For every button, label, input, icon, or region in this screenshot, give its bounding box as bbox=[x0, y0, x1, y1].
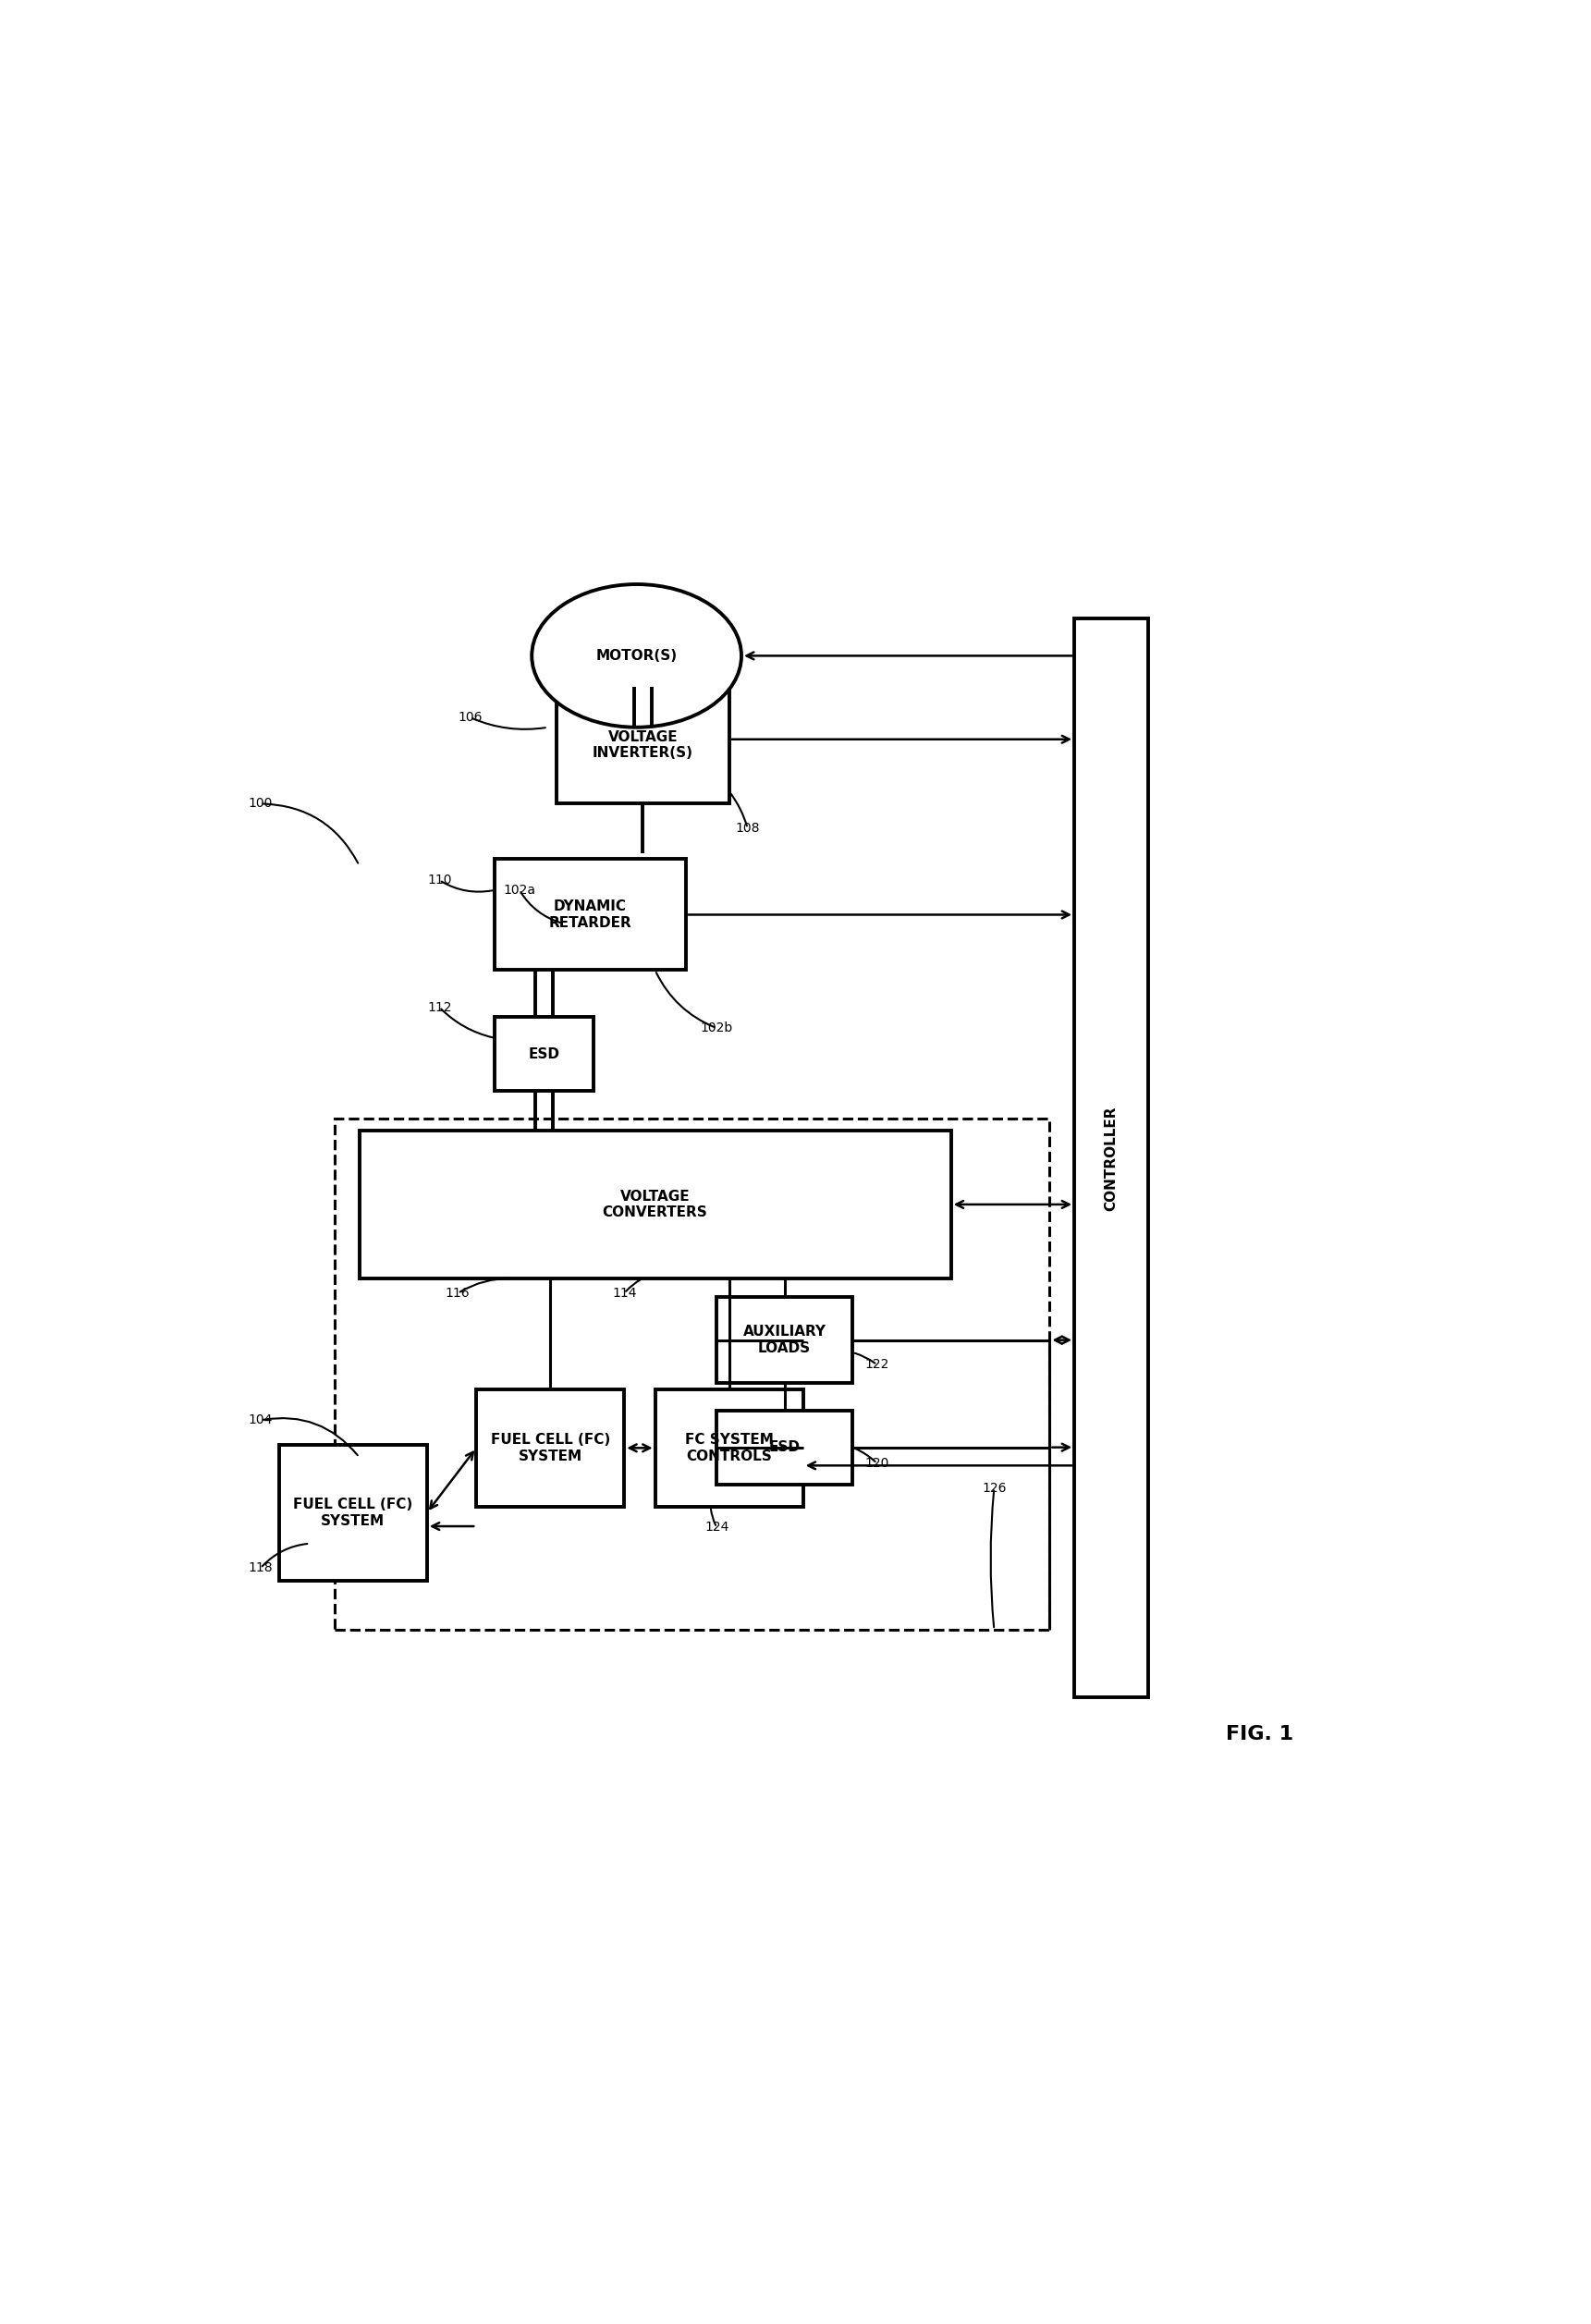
Text: 118: 118 bbox=[248, 1562, 272, 1576]
Text: DYNAMIC
RETARDER: DYNAMIC RETARDER bbox=[549, 899, 632, 930]
Bar bbox=[495, 860, 686, 969]
Text: 124: 124 bbox=[705, 1520, 729, 1534]
Text: FUEL CELL (FC)
SYSTEM: FUEL CELL (FC) SYSTEM bbox=[293, 1497, 412, 1527]
Bar bbox=[476, 1390, 624, 1506]
Text: CONTROLLER: CONTROLLER bbox=[1104, 1106, 1118, 1211]
Text: FUEL CELL (FC)
SYSTEM: FUEL CELL (FC) SYSTEM bbox=[490, 1434, 609, 1462]
Bar bbox=[334, 1118, 1050, 1629]
Text: VOLTAGE
INVERTER(S): VOLTAGE INVERTER(S) bbox=[592, 730, 694, 760]
Bar bbox=[716, 1297, 853, 1383]
Text: ESD: ESD bbox=[528, 1048, 560, 1062]
Bar bbox=[1074, 618, 1149, 1697]
Text: 102b: 102b bbox=[700, 1023, 733, 1034]
Ellipse shape bbox=[531, 583, 741, 727]
Bar bbox=[557, 686, 729, 804]
Text: 120: 120 bbox=[866, 1457, 889, 1469]
Bar bbox=[655, 1390, 803, 1506]
Text: FC SYSTEM
CONTROLS: FC SYSTEM CONTROLS bbox=[684, 1434, 773, 1462]
Bar bbox=[495, 1018, 593, 1090]
Bar bbox=[360, 1129, 951, 1278]
Text: 116: 116 bbox=[445, 1287, 469, 1299]
Text: VOLTAGE
CONVERTERS: VOLTAGE CONVERTERS bbox=[603, 1190, 708, 1220]
Text: 112: 112 bbox=[426, 1002, 452, 1013]
Text: 122: 122 bbox=[866, 1357, 889, 1371]
Bar bbox=[716, 1411, 853, 1485]
Bar bbox=[278, 1446, 426, 1580]
Text: AUXILIARY
LOADS: AUXILIARY LOADS bbox=[743, 1325, 826, 1355]
Text: MOTOR(S): MOTOR(S) bbox=[597, 648, 678, 662]
Text: ESD: ESD bbox=[768, 1441, 800, 1455]
Text: 126: 126 bbox=[982, 1483, 1007, 1494]
Text: 108: 108 bbox=[735, 823, 760, 834]
Text: 110: 110 bbox=[426, 874, 452, 888]
Text: 100: 100 bbox=[248, 797, 272, 811]
Text: 106: 106 bbox=[458, 711, 482, 723]
Text: 104: 104 bbox=[248, 1413, 272, 1427]
Text: 102a: 102a bbox=[503, 883, 536, 897]
Text: FIG. 1: FIG. 1 bbox=[1225, 1724, 1293, 1743]
Text: 114: 114 bbox=[613, 1287, 636, 1299]
